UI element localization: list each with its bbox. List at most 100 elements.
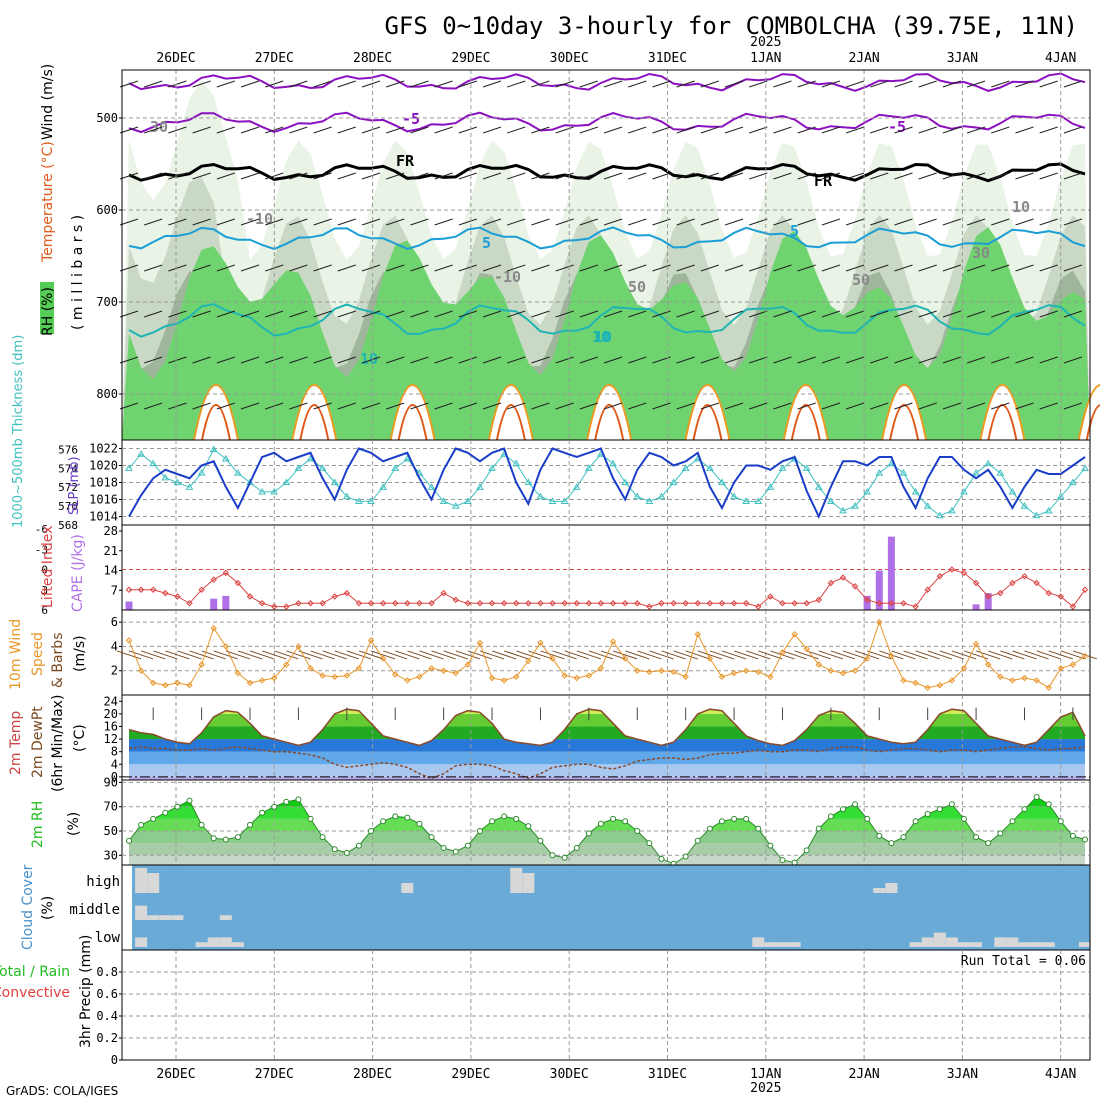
wind-barb (458, 402, 477, 410)
temp-arch-red (594, 404, 625, 441)
wind-barb (918, 80, 937, 88)
wind-barb (628, 218, 647, 226)
cloud-bar-high (510, 868, 523, 893)
top-date-label: 2JAN (848, 51, 879, 66)
temp2m-band (129, 739, 1085, 752)
thickness-point (718, 478, 726, 486)
wind-barb (240, 310, 260, 318)
rh2m-point (476, 828, 483, 834)
lifted-index-point (730, 600, 738, 607)
wind-barb (144, 356, 163, 364)
wind-barb (603, 310, 623, 318)
cloud-bar-low (764, 942, 777, 947)
wind-barb (942, 310, 962, 318)
wind-barb (168, 356, 187, 364)
wind-barb (845, 126, 865, 134)
thickness-point (1056, 492, 1065, 500)
lifted-index-point (1045, 589, 1052, 597)
thickness-point (185, 483, 194, 490)
rh2m-point (355, 842, 362, 849)
rh2m-point (743, 815, 750, 822)
thickness-ytick-label: 574 (58, 462, 78, 475)
thickness-point (270, 487, 279, 495)
wind10-speed-point (876, 618, 883, 626)
cloud-bar-high (135, 868, 148, 893)
wind10-speed-point (379, 655, 387, 662)
wind10-speed-point (597, 665, 605, 672)
wind-barb (966, 126, 986, 134)
temp-contour-freezing (128, 162, 1086, 183)
thickness-point (972, 469, 980, 476)
wind10-speed-point (742, 667, 750, 674)
thickness-point (137, 450, 145, 457)
cloud-bar-low (945, 937, 958, 947)
wind-barb (144, 172, 163, 180)
wind-barb (410, 310, 429, 318)
thickness-ytick-label: 576 (58, 443, 78, 456)
thickness-point (826, 497, 835, 504)
lifted-index-point (839, 574, 847, 581)
wind10-speed-point (755, 668, 762, 676)
wind10-speed-point (936, 682, 943, 689)
contour-label: 10 (1012, 198, 1030, 216)
contour-label: -5 (402, 110, 420, 128)
wind10-speed-point (258, 677, 266, 684)
wind10-speed-point (162, 682, 169, 689)
wind-barb (1015, 126, 1034, 134)
wind10-speed-point (948, 677, 956, 684)
bottom-date-label: 27DEC (255, 1067, 294, 1082)
rh2m-point (307, 815, 314, 822)
wind10-barb (1036, 650, 1061, 660)
wind-barb (434, 402, 453, 410)
wind-barb (773, 402, 792, 410)
cloud-level-label: high (86, 874, 120, 890)
wind10-barb (988, 650, 1013, 660)
wind-barb (119, 126, 139, 134)
wind10-barb (673, 650, 698, 660)
wind10-speed-point (198, 661, 205, 668)
thickness-point (802, 464, 811, 471)
rh2m-band (129, 818, 1085, 831)
temp2m-label-3: (6hr Min/Max) (50, 695, 66, 792)
lifted-ytick-label: 6 (41, 604, 48, 617)
wind10-barb (298, 650, 323, 660)
wind-barb (724, 218, 744, 226)
wind-barb (410, 172, 429, 180)
top-date-axis: 26DEC 27DEC 28DEC 29DEC 30DEC 31DEC 1JAN 2JAN 3J… (156, 35, 1076, 66)
wind-barb (144, 264, 163, 272)
wind10-barb (153, 650, 178, 660)
cloud-bar-middle (135, 905, 148, 920)
wind-barb (797, 172, 816, 180)
wind-barb (337, 218, 356, 226)
rh2m-point (138, 821, 145, 828)
wind10-barb (141, 650, 166, 660)
lifted-index-point (367, 600, 375, 607)
top-date-label: 3JAN (947, 51, 978, 66)
wind-barb (507, 402, 526, 410)
cloud-bar-low (1018, 942, 1031, 947)
thickness-point (221, 454, 230, 462)
wind-barb (1015, 356, 1034, 364)
wind-barb (240, 80, 260, 88)
wind10-barb (746, 650, 771, 660)
wind-barb (724, 402, 744, 410)
cloud-level-label: low (95, 930, 121, 946)
wind-barb (434, 80, 453, 88)
rh2m-point (948, 801, 955, 808)
wind-barb (555, 126, 574, 134)
wind10-speed-point (924, 684, 931, 691)
thickness-point (705, 464, 714, 471)
slp-label: SLP (mb) (67, 456, 82, 515)
rh2m-point (489, 818, 496, 825)
wind10-speed-point (295, 643, 302, 650)
lifted-index-point (295, 600, 302, 607)
wind-barb (942, 172, 962, 180)
rh2m-fill-group (129, 797, 1085, 865)
wind10-speed-point (428, 665, 435, 672)
wind10-speed-point (912, 679, 919, 687)
wind-barb (821, 80, 841, 88)
temp2m-ytick-label: 8 (111, 745, 118, 759)
wind10-barb (939, 650, 965, 660)
wind10-speed-point (573, 674, 580, 682)
